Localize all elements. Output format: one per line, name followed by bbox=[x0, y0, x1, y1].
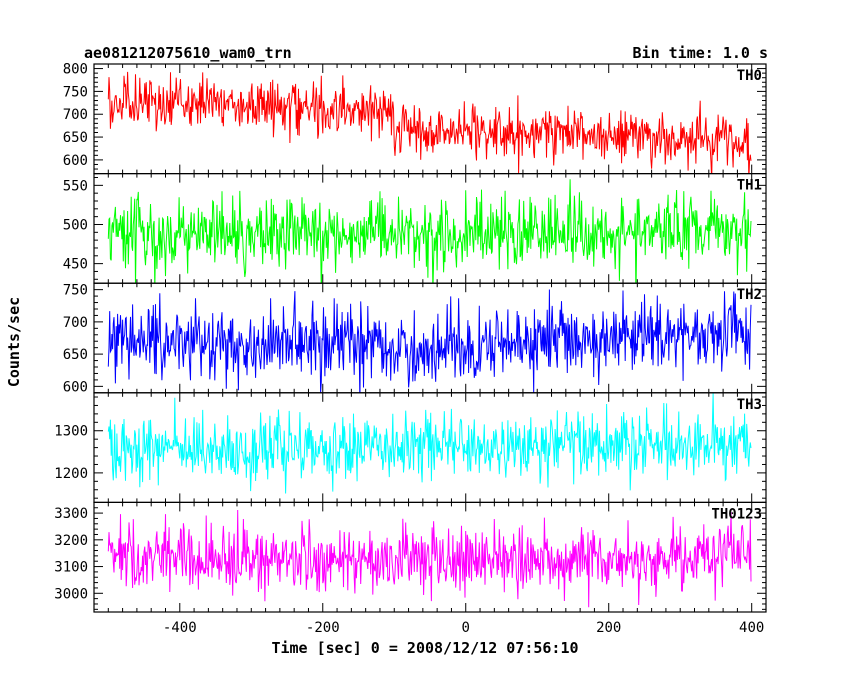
series-line-th1 bbox=[107, 179, 752, 284]
chart-title: ae081212075610_wam0_trn bbox=[84, 44, 292, 62]
bin-time-label: Bin time: 1.0 s bbox=[632, 44, 768, 62]
y-tick-label: 600 bbox=[63, 153, 88, 169]
panel-label-th0123: TH0123 bbox=[711, 506, 762, 522]
panel-th0: TH0 600 650 700 750 800 bbox=[63, 62, 767, 175]
y-tick-label: 1300 bbox=[54, 424, 88, 440]
y-tick-label: 3000 bbox=[54, 586, 88, 602]
panel-label-th1: TH1 bbox=[737, 178, 762, 194]
series-line-th2 bbox=[107, 289, 752, 393]
panel-frame-th0123 bbox=[93, 501, 767, 613]
series-line-th3 bbox=[107, 393, 752, 494]
panel-label-th2: TH2 bbox=[737, 287, 762, 303]
series-line-th0123 bbox=[107, 509, 752, 608]
y-tick-label: 550 bbox=[63, 178, 88, 194]
panel-th1: TH1 450 500 550 bbox=[63, 173, 767, 284]
y-tick-label: 3300 bbox=[54, 506, 88, 522]
series-line-th0 bbox=[107, 71, 752, 174]
y-tick-label: 650 bbox=[63, 130, 88, 146]
x-tick-label: 0 bbox=[462, 620, 470, 636]
panel-label-th0: TH0 bbox=[737, 68, 762, 84]
y-tick-label: 750 bbox=[63, 283, 88, 299]
y-tick-label: 600 bbox=[63, 379, 88, 395]
y-tick-label: 700 bbox=[63, 107, 88, 123]
x-tick-label: 200 bbox=[596, 620, 621, 636]
x-axis-label: Time [sec] 0 = 2008/12/12 07:56:10 bbox=[271, 639, 579, 657]
y-tick-label: 3100 bbox=[54, 560, 88, 576]
x-tick-label: 400 bbox=[739, 620, 764, 636]
y-axis-label: Counts/sec bbox=[5, 296, 23, 388]
y-tick-label: 450 bbox=[63, 257, 88, 273]
y-tick-label: 750 bbox=[63, 84, 88, 100]
y-tick-label: 500 bbox=[63, 217, 88, 233]
y-tick-label: 3200 bbox=[54, 533, 88, 549]
y-tick-label: 700 bbox=[63, 315, 88, 331]
x-tick-label: -400 bbox=[163, 620, 197, 636]
panel-th3: TH3 1200 1300 bbox=[54, 392, 767, 503]
panel-label-th3: TH3 bbox=[737, 397, 762, 413]
x-tick-label: -200 bbox=[306, 620, 340, 636]
panel-th2: TH2 600 650 700 750 bbox=[63, 282, 767, 395]
y-tick-label: 1200 bbox=[54, 466, 88, 482]
y-tick-label: 800 bbox=[63, 62, 88, 78]
panel-th0123: TH0123 3000 3100 3200 3300 bbox=[54, 501, 767, 613]
y-tick-label: 650 bbox=[63, 347, 88, 363]
